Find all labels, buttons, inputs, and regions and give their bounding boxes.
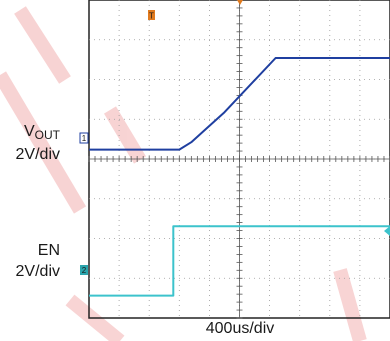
- trigger-top-arrow: [237, 0, 243, 5]
- ch1-marker-label: 1: [82, 134, 87, 143]
- time-scale-label: 400us/div: [205, 320, 275, 337]
- ch2-level-arrow: [384, 226, 390, 236]
- traces: [89, 57, 390, 297]
- ch1-name-sub: OUT: [34, 128, 60, 142]
- ch2-marker-label: 2: [82, 266, 87, 275]
- ch1-label: VOUT 2V/div: [16, 122, 60, 165]
- ch2-label: EN 2V/div: [16, 240, 60, 282]
- ch1-scale: 2V/div: [15, 146, 60, 163]
- trace-ch1: [89, 57, 390, 151]
- grid: [88, 0, 390, 319]
- watermark: [0, 6, 367, 341]
- trigger-marker-label: T: [149, 12, 154, 21]
- trigger-marker: T: [148, 10, 155, 21]
- trace-ch2: [89, 225, 390, 297]
- ch2-ground-marker: 2: [80, 265, 88, 275]
- ch2-name: EN: [37, 242, 60, 259]
- ch1-ground-marker: 1: [79, 132, 89, 144]
- ch1-name: V: [23, 123, 35, 140]
- ch2-scale: 2V/div: [15, 263, 60, 280]
